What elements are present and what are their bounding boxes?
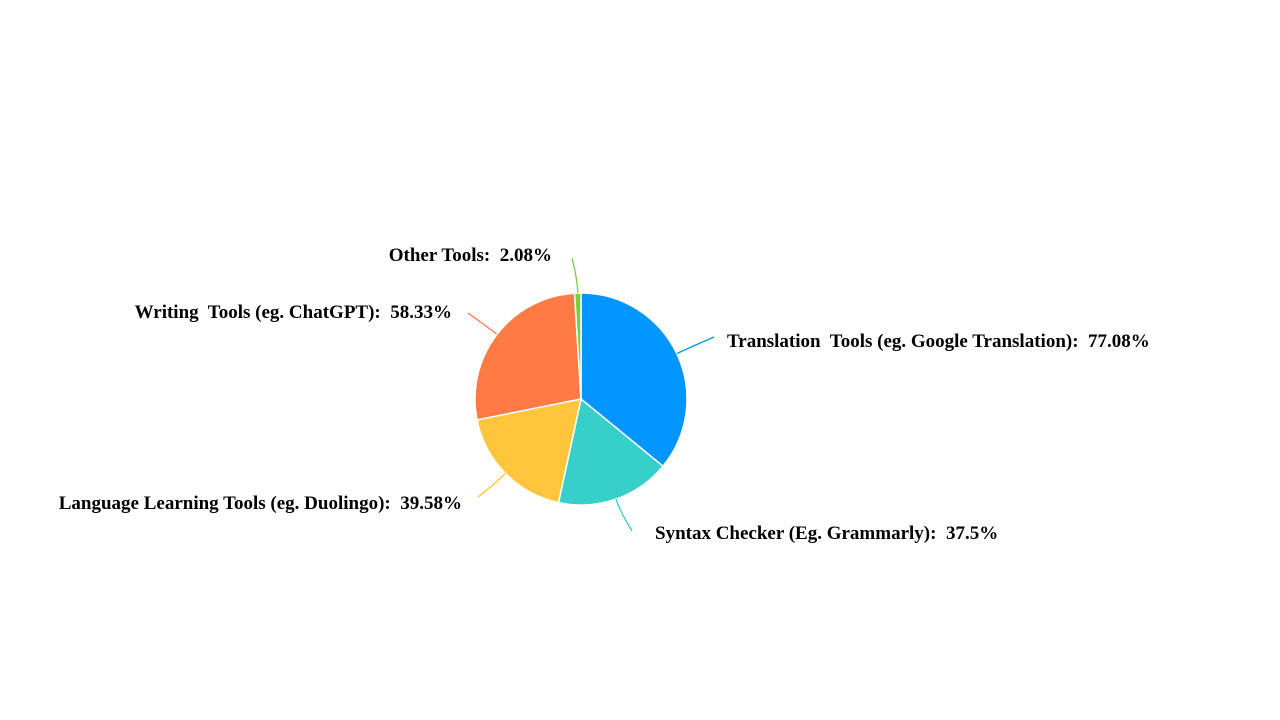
pie-slice-language-learning[interactable]: [476, 398, 582, 504]
leader-line-syntax-checker: [615, 498, 633, 532]
leader-line-writing-tools: [467, 312, 498, 335]
leader-line-other-tools: [571, 257, 579, 294]
pie-slice-writing-tools[interactable]: [474, 292, 582, 421]
slice-label-translation: Translation Tools (eg. Google Translatio…: [727, 331, 1150, 352]
pie-slice-other-tools[interactable]: [573, 292, 582, 400]
leader-lines: [467, 257, 715, 532]
leader-line-translation: [676, 336, 715, 355]
pie-slices: [474, 292, 688, 506]
slice-label-other-tools: Other Tools: 2.08%: [389, 245, 552, 266]
slice-label-syntax-checker: Syntax Checker (Eg. Grammarly): 37.5%: [655, 523, 998, 544]
slice-label-writing-tools: Writing Tools (eg. ChatGPT): 58.33%: [135, 302, 452, 323]
slice-labels: Translation Tools (eg. Google Translatio…: [59, 245, 1150, 544]
leader-line-language-learning: [477, 472, 506, 498]
slice-label-language-learning: Language Learning Tools (eg. Duolingo): …: [59, 493, 462, 514]
